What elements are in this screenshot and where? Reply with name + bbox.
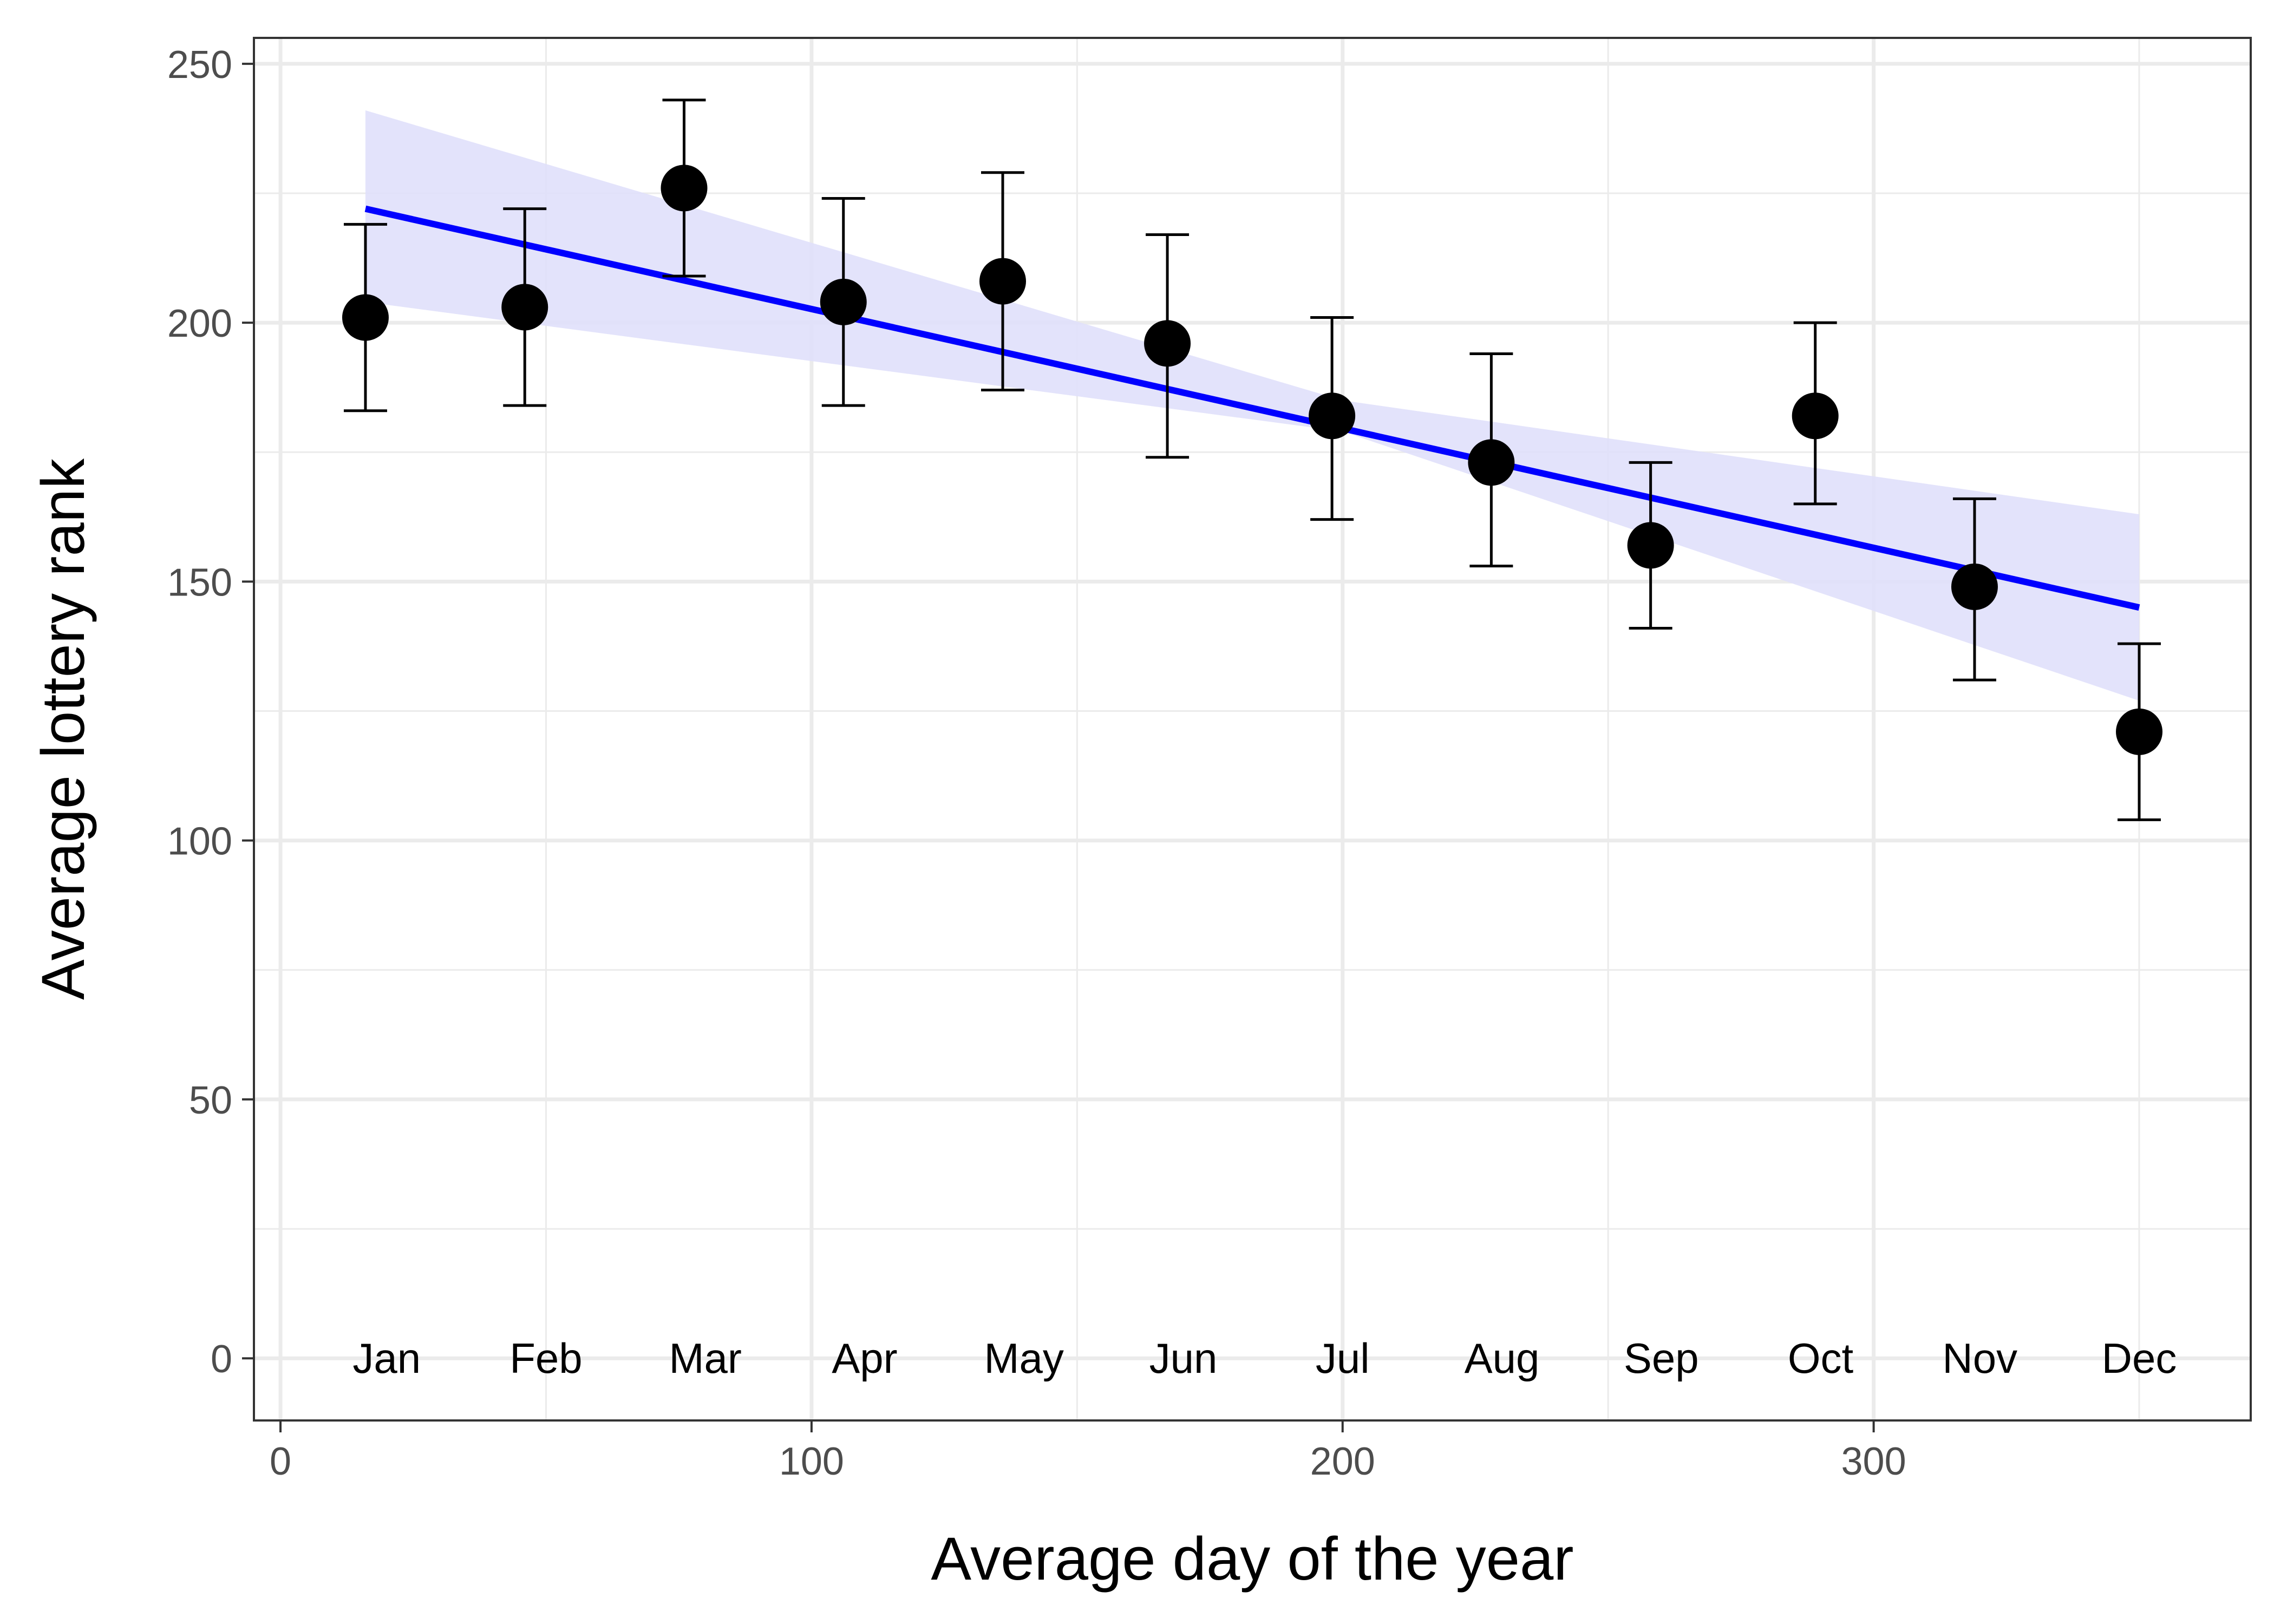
x-tick-label: 200: [1310, 1440, 1375, 1483]
data-point-oct: [1792, 392, 1839, 440]
month-label-mar: Mar: [669, 1334, 742, 1382]
x-axis-title: Average day of the year: [931, 1525, 1573, 1593]
data-point-mar: [661, 165, 708, 212]
y-axis-title: Average lottery rank: [29, 458, 97, 1000]
y-tick-label: 0: [211, 1338, 232, 1381]
data-point-jun: [1144, 320, 1191, 367]
month-label-jan: Jan: [352, 1334, 421, 1382]
data-point-aug: [1468, 439, 1515, 486]
month-label-sep: Sep: [1624, 1334, 1699, 1382]
x-tick-label: 0: [270, 1440, 291, 1483]
month-label-may: May: [984, 1334, 1064, 1382]
month-label-dec: Dec: [2102, 1334, 2177, 1382]
x-tick-label: 100: [779, 1440, 844, 1483]
points-layer: [342, 165, 2163, 755]
y-tick-label: 150: [167, 561, 232, 604]
y-tick-label: 200: [167, 302, 232, 345]
data-point-may: [979, 258, 1026, 305]
data-point-jul: [1309, 392, 1356, 440]
y-axis: 0 50 100 150 200 250: [167, 43, 254, 1381]
month-label-oct: Oct: [1788, 1334, 1854, 1382]
y-tick-label: 250: [167, 43, 232, 87]
month-labels-layer: Jan Feb Mar Apr May Jun Jul Aug Sep Oct Nov Dec: [352, 1334, 2177, 1382]
month-label-feb: Feb: [509, 1334, 582, 1382]
month-label-jul: Jul: [1316, 1334, 1370, 1382]
y-tick-label: 50: [189, 1079, 232, 1122]
fit-line: [364, 205, 2140, 611]
data-point-feb: [501, 284, 548, 331]
month-label-nov: Nov: [1942, 1334, 2017, 1382]
data-point-nov: [1951, 563, 1998, 610]
data-point-dec: [2116, 708, 2163, 755]
data-point-sep: [1627, 522, 1674, 569]
data-point-jan: [342, 294, 389, 341]
x-tick-label: 300: [1841, 1440, 1906, 1483]
month-label-aug: Aug: [1465, 1334, 1540, 1382]
data-point-apr: [820, 278, 867, 325]
fit-line-layer: [364, 205, 2140, 611]
month-label-apr: Apr: [832, 1334, 897, 1382]
month-label-jun: Jun: [1149, 1334, 1218, 1382]
y-tick-label: 100: [167, 820, 232, 863]
panel-border: [253, 37, 2252, 1422]
x-axis: 0 100 200 300: [270, 1420, 1906, 1483]
